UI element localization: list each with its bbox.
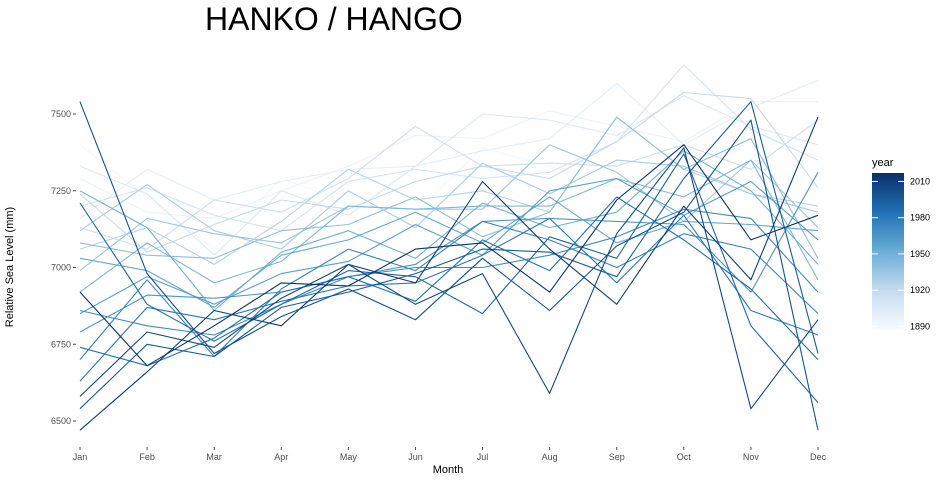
- series-line-1920: [79, 91, 819, 253]
- legend-tick-label: 2010: [910, 176, 930, 186]
- x-tick-label: Apr: [274, 452, 288, 462]
- x-tick-label: Feb: [139, 452, 155, 462]
- series-line-1915: [79, 119, 819, 250]
- legend-tick-label: 1980: [910, 213, 930, 223]
- legend-tick-label: 1950: [910, 249, 930, 259]
- series-layer: [79, 64, 819, 431]
- series-line-1950: [79, 150, 819, 312]
- x-tick-label: Jun: [408, 452, 423, 462]
- series-line-1990: [79, 153, 819, 403]
- series-line-1910: [79, 64, 819, 232]
- series-line-1930: [79, 159, 819, 250]
- series-line-1940: [79, 116, 819, 259]
- series-line-2015: [79, 144, 819, 367]
- series-line-1955: [79, 196, 819, 308]
- legend-title: year: [872, 157, 894, 169]
- x-axis: Jan Feb Mar Apr May Jun Jul Aug Sep Oct Nov Dec: [73, 447, 827, 462]
- y-tick-label: 7500: [51, 109, 71, 119]
- x-tick-label: Aug: [542, 452, 558, 462]
- y-tick-label: 6500: [51, 416, 71, 426]
- chart-title: HANKO / HANGO: [205, 1, 463, 37]
- x-tick-label: Sep: [609, 452, 625, 462]
- x-tick-label: Dec: [810, 452, 827, 462]
- legend-ticks: 1890 1920 1950 1980 2010: [872, 176, 930, 331]
- series-line-1985: [79, 196, 819, 367]
- series-line-1965: [79, 172, 819, 333]
- x-tick-label: Jul: [477, 452, 489, 462]
- series-line-1970: [79, 208, 819, 336]
- series-line-2010: [79, 116, 819, 431]
- x-tick-label: Jan: [73, 452, 88, 462]
- series-line-2005: [79, 147, 819, 410]
- series-line-1975: [79, 220, 819, 360]
- legend-colorbar: [872, 173, 904, 330]
- legend-tick-label: 1890: [910, 321, 930, 331]
- series-line-1980: [79, 214, 819, 382]
- y-tick-label: 6750: [51, 339, 71, 349]
- x-axis-title: Month: [433, 464, 464, 476]
- x-tick-label: Mar: [206, 452, 222, 462]
- series-line-1905: [79, 95, 819, 256]
- legend-tick-label: 1920: [910, 285, 930, 295]
- y-tick-label: 7000: [51, 263, 71, 273]
- y-axis: 6500 6750 7000 7250 7500: [51, 109, 76, 426]
- x-tick-label: May: [340, 452, 358, 462]
- legend: year 1890 1920 1950 1980 2010: [872, 157, 930, 331]
- y-tick-label: 7250: [51, 186, 71, 196]
- series-line-1995: [79, 101, 819, 410]
- x-tick-label: Nov: [743, 452, 760, 462]
- series-line-1895: [79, 101, 818, 219]
- x-tick-label: Oct: [677, 452, 692, 462]
- series-line-1900: [79, 79, 819, 219]
- series-line-1960: [79, 177, 819, 315]
- y-axis-title: Relative Sea Level (mm): [4, 207, 16, 327]
